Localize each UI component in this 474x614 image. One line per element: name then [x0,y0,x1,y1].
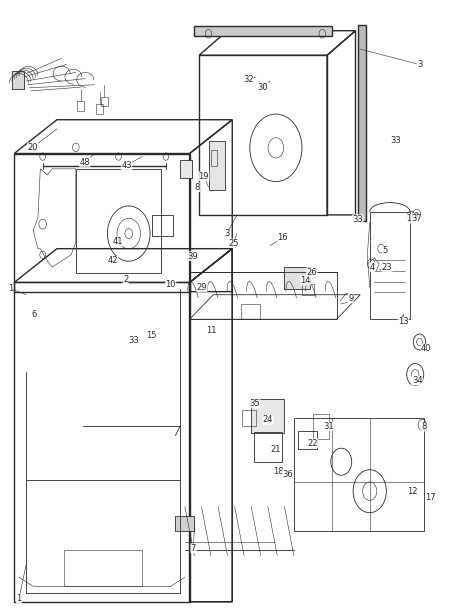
Bar [76,169,161,273]
Bar [294,418,424,531]
Text: 41: 41 [112,237,123,246]
Text: 31: 31 [323,422,334,430]
Text: 23: 23 [382,263,392,271]
Text: 8: 8 [194,183,200,192]
Bar [180,160,192,178]
Text: 33: 33 [128,336,139,345]
Text: 5: 5 [382,246,388,255]
Bar [12,71,24,89]
Text: 19: 19 [199,172,209,181]
Text: 12: 12 [407,487,418,495]
Bar [64,550,142,586]
Text: 20: 20 [27,143,38,152]
Text: 42: 42 [108,257,118,265]
Text: 3: 3 [417,60,422,69]
Text: 43: 43 [121,161,132,169]
Bar [251,399,284,433]
Text: 39: 39 [187,252,198,260]
Bar [101,97,108,106]
Text: 8: 8 [421,422,427,431]
Text: 10: 10 [165,280,176,289]
Bar [298,431,317,449]
Text: 35: 35 [249,399,260,408]
Text: 11: 11 [206,326,216,335]
Bar [209,141,225,190]
Bar [175,516,194,531]
Text: 24: 24 [263,416,273,424]
Text: 18: 18 [273,467,283,476]
Text: 26: 26 [307,268,317,276]
Text: 2: 2 [123,275,128,284]
Bar [242,410,256,426]
Bar [194,26,332,36]
Bar [152,215,173,236]
Text: 48: 48 [80,158,90,166]
Text: 40: 40 [421,344,431,353]
Text: 33: 33 [353,215,363,223]
Bar [241,304,260,319]
Text: 37: 37 [411,214,422,223]
Text: 15: 15 [146,331,156,340]
Text: 36: 36 [283,470,293,478]
Text: 25: 25 [228,239,239,247]
Text: 19: 19 [406,214,416,223]
Text: 7: 7 [191,544,196,553]
Text: 6: 6 [31,311,37,319]
Text: 9: 9 [348,294,354,303]
Circle shape [415,212,419,217]
Text: 34: 34 [412,376,422,385]
Text: 30: 30 [257,83,268,91]
Bar [211,150,217,166]
Text: 14: 14 [301,276,311,285]
Text: 32: 32 [243,76,254,84]
Bar [96,104,103,114]
Bar [77,101,84,111]
Text: 13: 13 [398,317,409,326]
Text: 1: 1 [16,594,22,603]
Text: 16: 16 [277,233,288,242]
Text: 17: 17 [426,494,436,502]
Text: 1: 1 [8,284,13,293]
Text: 21: 21 [271,445,281,454]
Text: 3: 3 [224,230,229,238]
Bar [284,267,310,289]
Text: 33: 33 [390,136,401,145]
Bar [358,25,366,221]
Text: 4: 4 [369,263,375,271]
Bar [313,414,329,439]
Text: 22: 22 [308,439,318,448]
Bar [302,284,314,295]
Bar [254,432,282,462]
Text: 29: 29 [197,283,207,292]
